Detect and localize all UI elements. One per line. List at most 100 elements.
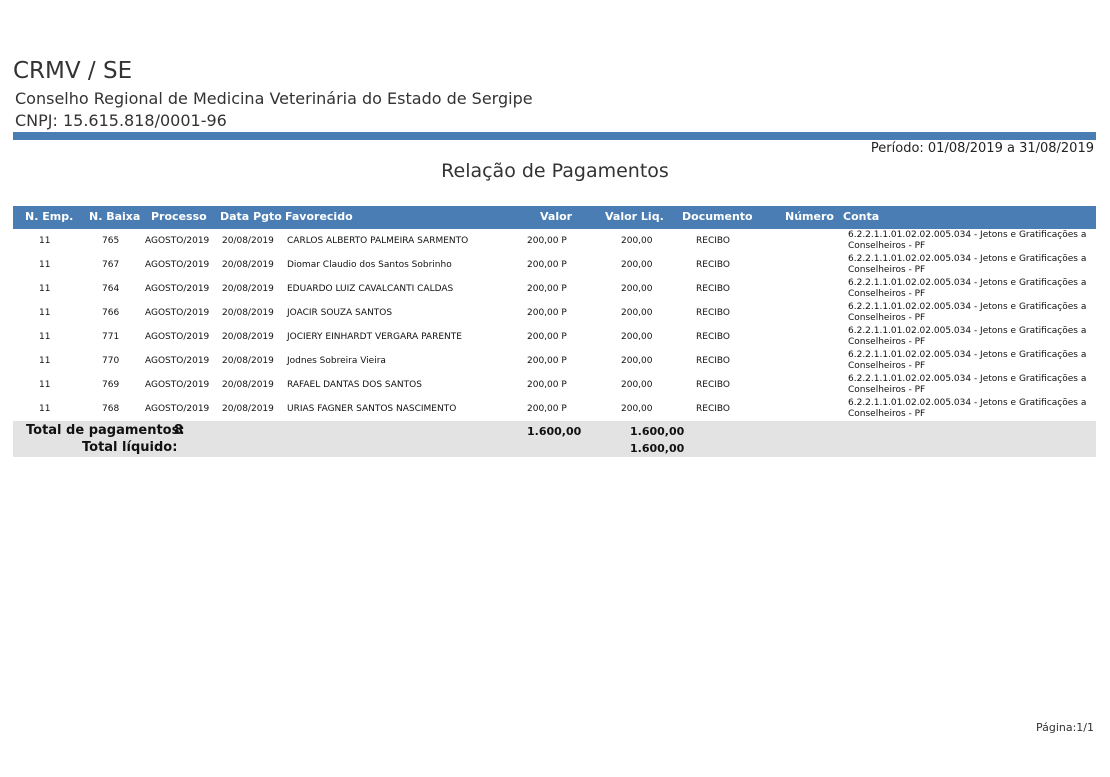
col-header-conta: Conta <box>843 210 880 223</box>
cell-documento: RECIBO <box>696 380 730 390</box>
table-row: 11 769 AGOSTO/2019 20/08/2019 RAFAEL DAN… <box>13 373 1096 397</box>
cell-data: 20/08/2019 <box>222 260 274 270</box>
cell-conta: 6.2.2.1.1.01.02.02.005.034 - Jetons e Gr… <box>848 374 1087 395</box>
cell-conta: 6.2.2.1.1.01.02.02.005.034 - Jetons e Gr… <box>848 398 1087 419</box>
cell-valor-liq: 200,00 <box>621 404 653 414</box>
cell-emp: 11 <box>39 332 51 342</box>
cell-data: 20/08/2019 <box>222 284 274 294</box>
cell-favorecido: JOACIR SOUZA SANTOS <box>287 308 393 318</box>
cell-favorecido: Diomar Claudio dos Santos Sobrinho <box>287 260 452 270</box>
total-liquido-label: Total líquido: <box>82 440 178 455</box>
cell-data: 20/08/2019 <box>222 356 274 366</box>
table-row: 11 766 AGOSTO/2019 20/08/2019 JOACIR SOU… <box>13 301 1096 325</box>
cell-documento: RECIBO <box>696 332 730 342</box>
cell-processo: AGOSTO/2019 <box>145 236 210 246</box>
cell-processo: AGOSTO/2019 <box>145 260 210 270</box>
page-number: Página:1/1 <box>1035 721 1094 734</box>
org-acronym: CRMV / SE <box>13 58 133 84</box>
total-valor-liq: 1.600,00 <box>630 425 685 438</box>
cell-emp: 11 <box>39 236 51 246</box>
col-header-data: Data Pgto <box>220 210 282 223</box>
cell-emp: 11 <box>39 260 51 270</box>
cell-data: 20/08/2019 <box>222 380 274 390</box>
cell-valor-liq: 200,00 <box>621 284 653 294</box>
header-divider <box>13 132 1096 140</box>
cell-conta: 6.2.2.1.1.01.02.02.005.034 - Jetons e Gr… <box>848 326 1087 347</box>
payments-table-body: 11 765 AGOSTO/2019 20/08/2019 CARLOS ALB… <box>13 229 1096 421</box>
col-header-valor-liq: Valor Liq. <box>605 210 664 223</box>
cell-valor: 200,00 P <box>527 332 567 342</box>
cell-processo: AGOSTO/2019 <box>145 404 210 414</box>
cell-valor: 200,00 P <box>527 308 567 318</box>
cell-valor-liq: 200,00 <box>621 356 653 366</box>
cell-baixa: 768 <box>102 404 120 414</box>
cell-favorecido: Jodnes Sobreira Vieira <box>287 356 386 366</box>
cell-processo: AGOSTO/2019 <box>145 356 210 366</box>
col-header-emp: N. Emp. <box>25 210 74 223</box>
cell-baixa: 764 <box>102 284 120 294</box>
col-header-favorecido: Favorecido <box>285 210 353 223</box>
cell-emp: 11 <box>39 380 51 390</box>
cell-data: 20/08/2019 <box>222 332 274 342</box>
cell-processo: AGOSTO/2019 <box>145 332 210 342</box>
cell-valor: 200,00 P <box>527 380 567 390</box>
total-payments-label: Total de pagamentos: <box>26 423 185 438</box>
total-liquido-value: 1.600,00 <box>630 442 685 455</box>
cell-data: 20/08/2019 <box>222 308 274 318</box>
cell-data: 20/08/2019 <box>222 236 274 246</box>
table-row: 11 765 AGOSTO/2019 20/08/2019 CARLOS ALB… <box>13 229 1096 253</box>
cell-favorecido: RAFAEL DANTAS DOS SANTOS <box>287 380 422 390</box>
cell-processo: AGOSTO/2019 <box>145 380 210 390</box>
cell-conta: 6.2.2.1.1.01.02.02.005.034 - Jetons e Gr… <box>848 302 1087 323</box>
cell-favorecido: CARLOS ALBERTO PALMEIRA SARMENTO <box>287 236 469 246</box>
cell-baixa: 769 <box>102 380 120 390</box>
cell-valor: 200,00 P <box>527 284 567 294</box>
col-header-numero: Número <box>785 210 834 223</box>
table-row: 11 767 AGOSTO/2019 20/08/2019 Diomar Cla… <box>13 253 1096 277</box>
cell-valor: 200,00 P <box>527 260 567 270</box>
table-row: 11 771 AGOSTO/2019 20/08/2019 JOCIERY EI… <box>13 325 1096 349</box>
cell-baixa: 767 <box>102 260 120 270</box>
cell-baixa: 766 <box>102 308 120 318</box>
cell-conta: 6.2.2.1.1.01.02.02.005.034 - Jetons e Gr… <box>848 350 1087 371</box>
cell-documento: RECIBO <box>696 260 730 270</box>
cell-valor-liq: 200,00 <box>621 308 653 318</box>
table-row: 11 768 AGOSTO/2019 20/08/2019 URIAS FAGN… <box>13 397 1096 421</box>
cell-favorecido: URIAS FAGNER SANTOS NASCIMENTO <box>287 404 457 414</box>
cell-valor: 200,00 P <box>527 236 567 246</box>
report-period: Período: 01/08/2019 a 31/08/2019 <box>870 141 1094 156</box>
table-row: 11 764 AGOSTO/2019 20/08/2019 EDUARDO LU… <box>13 277 1096 301</box>
cell-documento: RECIBO <box>696 284 730 294</box>
cell-baixa: 771 <box>102 332 120 342</box>
cell-emp: 11 <box>39 404 51 414</box>
report-title: Relação de Pagamentos <box>441 160 669 182</box>
cell-favorecido: EDUARDO LUIZ CAVALCANTI CALDAS <box>287 284 454 294</box>
org-cnpj: CNPJ: 15.615.818/0001-96 <box>15 111 227 130</box>
org-full-name: Conselho Regional de Medicina Veterinári… <box>15 89 533 108</box>
col-header-baixa: N. Baixa <box>89 210 141 223</box>
cell-baixa: 770 <box>102 356 120 366</box>
cell-baixa: 765 <box>102 236 120 246</box>
col-header-processo: Processo <box>151 210 207 223</box>
cell-documento: RECIBO <box>696 236 730 246</box>
cell-documento: RECIBO <box>696 308 730 318</box>
cell-documento: RECIBO <box>696 356 730 366</box>
cell-emp: 11 <box>39 284 51 294</box>
total-payments-count: 8 <box>174 423 184 438</box>
col-header-documento: Documento <box>682 210 753 223</box>
cell-processo: AGOSTO/2019 <box>145 308 210 318</box>
cell-conta: 6.2.2.1.1.01.02.02.005.034 - Jetons e Gr… <box>848 254 1087 275</box>
col-header-valor: Valor <box>540 210 573 223</box>
cell-conta: 6.2.2.1.1.01.02.02.005.034 - Jetons e Gr… <box>848 230 1087 251</box>
cell-emp: 11 <box>39 356 51 366</box>
cell-valor-liq: 200,00 <box>621 260 653 270</box>
cell-valor: 200,00 P <box>527 356 567 366</box>
cell-conta: 6.2.2.1.1.01.02.02.005.034 - Jetons e Gr… <box>848 278 1087 299</box>
totals-panel: Total de pagamentos: 8 1.600,00 1.600,00… <box>13 421 1096 457</box>
cell-valor-liq: 200,00 <box>621 236 653 246</box>
cell-valor: 200,00 P <box>527 404 567 414</box>
cell-documento: RECIBO <box>696 404 730 414</box>
cell-valor-liq: 200,00 <box>621 380 653 390</box>
total-valor: 1.600,00 <box>527 425 582 438</box>
cell-favorecido: JOCIERY EINHARDT VERGARA PARENTE <box>287 332 462 342</box>
